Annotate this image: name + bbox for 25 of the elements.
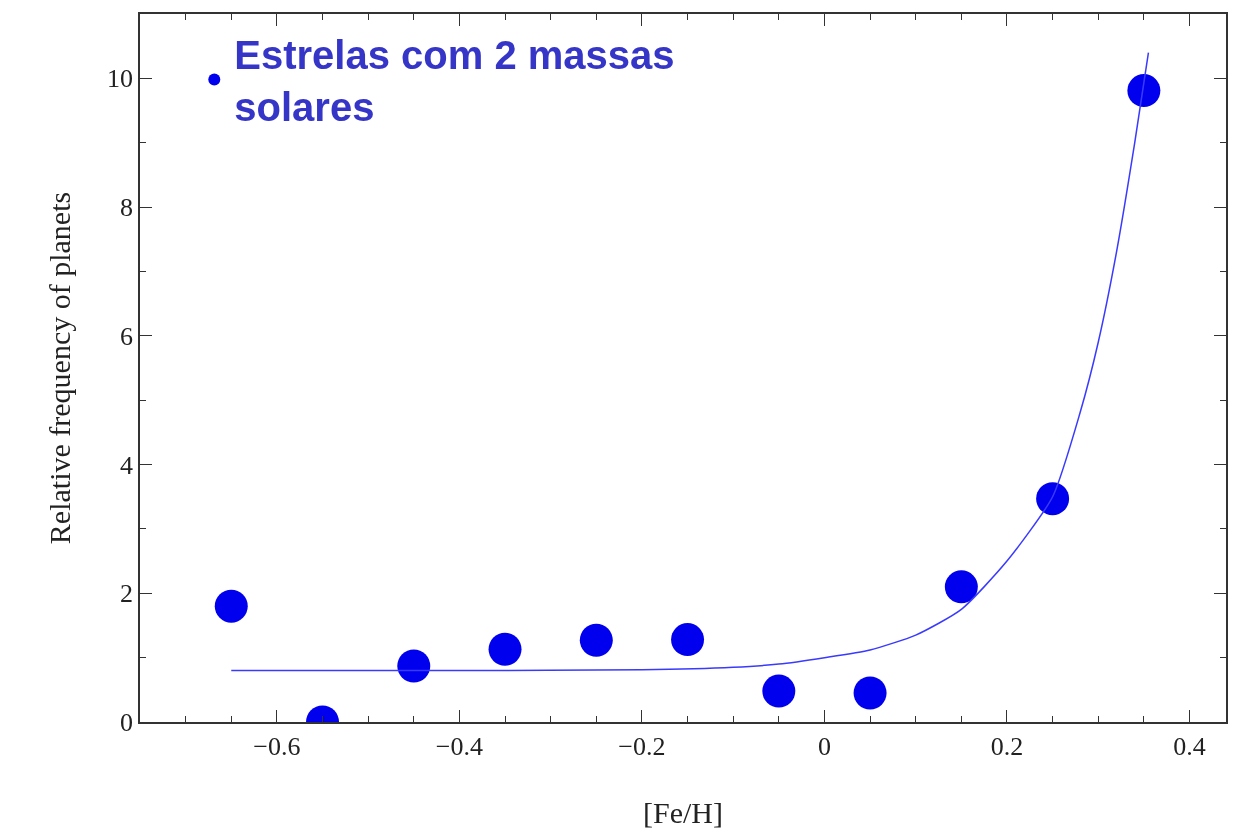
x-tick-label: 0.2 xyxy=(990,731,1024,761)
point xyxy=(1036,482,1070,516)
x-tick-label: −0.4 xyxy=(435,731,483,761)
point xyxy=(944,570,978,604)
x-tick-label: −0.6 xyxy=(253,731,301,761)
y-tick-label: 2 xyxy=(120,579,134,609)
y-axis-title: Relative frequency of planets xyxy=(42,191,76,545)
point xyxy=(579,623,613,657)
x-tick-label: 0 xyxy=(817,731,831,761)
point xyxy=(488,632,522,666)
x-axis-title: [Fe/H] xyxy=(643,795,723,829)
x-tick-label: 0.4 xyxy=(1173,731,1206,761)
y-tick-label: 10 xyxy=(107,64,134,94)
y-tick-label: 4 xyxy=(120,450,134,480)
x-tick-label: −0.2 xyxy=(618,731,666,761)
point xyxy=(762,674,796,708)
legend-label: Estrelas com 2 massas solares xyxy=(234,33,675,130)
point xyxy=(671,623,705,657)
y-tick-label: 8 xyxy=(120,193,134,223)
y-tick-label: 0 xyxy=(120,708,134,738)
point xyxy=(853,676,887,710)
point xyxy=(397,649,431,683)
point xyxy=(214,589,248,623)
y-tick-label: 6 xyxy=(120,321,134,351)
point xyxy=(1127,74,1161,108)
